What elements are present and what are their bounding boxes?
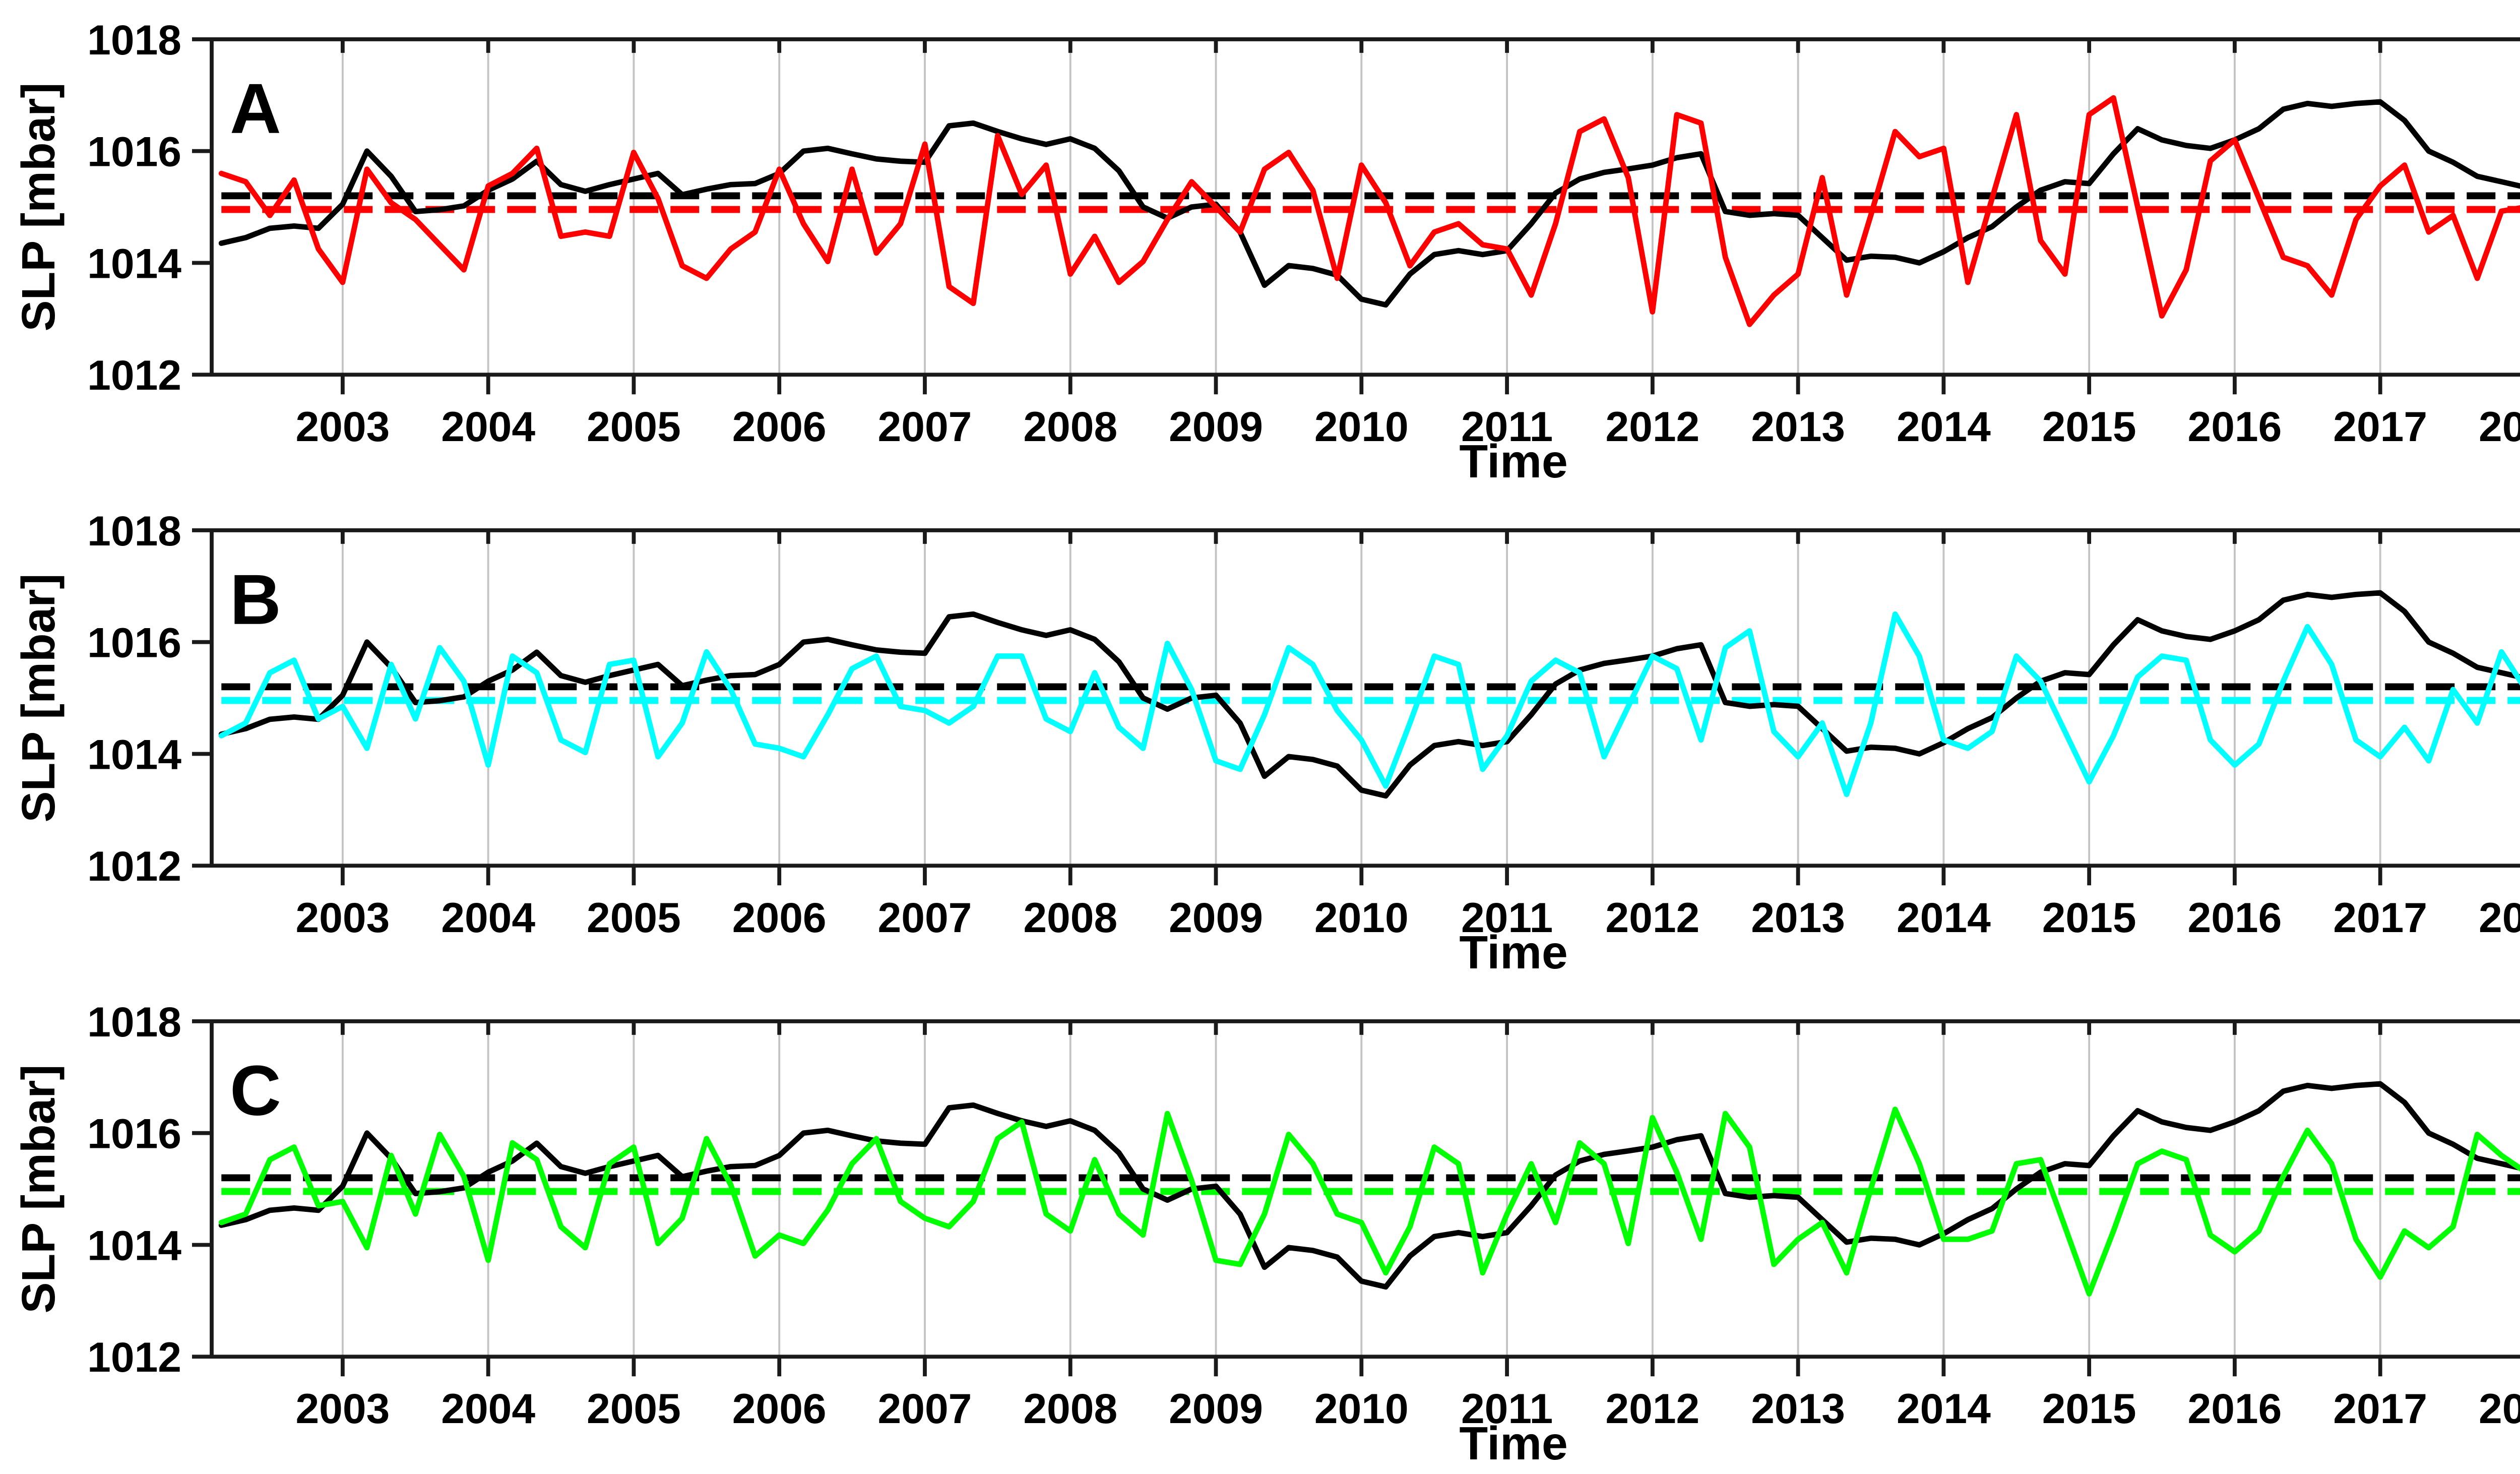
left-axis-label: SLP [mbar] xyxy=(12,83,65,332)
slp-curve xyxy=(218,1081,2520,1290)
panel-c: 2003 2004 2005 2006 2007 2008 2009 2010 2011 2012… xyxy=(0,982,2520,1473)
x-tick-label: 2015 xyxy=(2042,894,2136,941)
y-tick-label: 1018 xyxy=(87,998,181,1046)
x-tick-label: 2013 xyxy=(1751,403,1845,450)
y-tick-label: 1014 xyxy=(87,239,181,287)
x-tick-label: 2017 xyxy=(2333,894,2427,941)
x-tick-label: 2008 xyxy=(1023,1385,1117,1432)
nao-curve xyxy=(218,95,2520,327)
x-axis-label: Time xyxy=(1459,435,1567,487)
x-tick-label: 2014 xyxy=(1897,403,1991,450)
x-tick-label: 2013 xyxy=(1751,1385,1845,1432)
y-tick-label: 1018 xyxy=(87,16,181,64)
x-tick-label: 2015 xyxy=(2042,1385,2136,1432)
moi1-curve xyxy=(218,611,2520,797)
x-tick-label: 2004 xyxy=(441,894,535,941)
panel-a-chart: 2003 2004 2005 2006 2007 2008 2009 2010 2011 2012… xyxy=(12,16,2520,487)
x-tick-label: 2016 xyxy=(2188,1385,2282,1432)
x-tick-label: 2017 xyxy=(2333,403,2427,450)
x-tick-label: 2012 xyxy=(1605,403,1699,450)
x-tick-label: 2003 xyxy=(295,894,390,941)
x-tick-label: 2010 xyxy=(1314,1385,1409,1432)
panel-letter: A xyxy=(230,69,281,148)
x-tick-label: 2009 xyxy=(1169,894,1263,941)
x-tick-label: 2011 xyxy=(1461,1385,1553,1432)
x-tick-label: 2005 xyxy=(587,894,681,941)
x-tick-label: 2006 xyxy=(732,894,827,941)
x-tick-label: 2005 xyxy=(587,403,681,450)
panel-c-chart: 2003 2004 2005 2006 2007 2008 2009 2010 2011 2012… xyxy=(12,998,2520,1469)
y-tick-label: 1018 xyxy=(87,507,181,555)
x-tick-label: 2005 xyxy=(587,1385,681,1432)
x-tick-label: 2010 xyxy=(1314,403,1409,450)
slp-curve xyxy=(218,590,2520,799)
panel-letter: B xyxy=(230,560,281,639)
x-tick-label: 2006 xyxy=(732,403,827,450)
x-axis-label: Time xyxy=(1459,1417,1567,1469)
x-axis-label: Time xyxy=(1459,926,1567,978)
x-tick-label: 2010 xyxy=(1314,894,1409,941)
x-tick-label: 2008 xyxy=(1023,403,1117,450)
x-tick-label: 2008 xyxy=(1023,894,1117,941)
x-tick-label: 2006 xyxy=(732,1385,827,1432)
x-tick-label: 2007 xyxy=(878,403,972,450)
x-tick-label: 2009 xyxy=(1169,403,1263,450)
left-axis-label: SLP [mbar] xyxy=(12,1065,65,1314)
y-tick-label: 1016 xyxy=(87,619,181,666)
moi2-curve xyxy=(218,1107,2520,1297)
y-tick-label: 1012 xyxy=(87,351,181,399)
x-tick-label: 2004 xyxy=(441,1385,535,1432)
panel-letter: C xyxy=(230,1051,281,1130)
panel-b: 2003 2004 2005 2006 2007 2008 2009 2010 2011 2012… xyxy=(0,491,2520,982)
x-tick-label: 2007 xyxy=(878,1385,972,1432)
x-tick-label: 2012 xyxy=(1605,1385,1699,1432)
y-tick-label: 1016 xyxy=(87,128,181,175)
panel-b-chart: 2003 2004 2005 2006 2007 2008 2009 2010 2011 2012… xyxy=(12,507,2520,978)
y-tick-label: 1014 xyxy=(87,1221,181,1269)
x-tick-label: 2013 xyxy=(1751,894,1845,941)
x-tick-label: 2016 xyxy=(2188,894,2282,941)
x-tick-label: 2016 xyxy=(2188,403,2282,450)
x-tick-label: 2003 xyxy=(295,403,390,450)
x-tick-label: 2014 xyxy=(1897,1385,1991,1432)
y-tick-label: 1014 xyxy=(87,730,181,778)
x-tick-label: 2014 xyxy=(1897,894,1991,941)
x-tick-label: 2018 xyxy=(2479,1385,2520,1432)
x-tick-label: 2018 xyxy=(2479,894,2520,941)
x-tick-label: 2003 xyxy=(295,1385,390,1432)
y-tick-label: 1012 xyxy=(87,842,181,890)
panel-a: 2003 2004 2005 2006 2007 2008 2009 2010 2011 2012… xyxy=(0,0,2520,491)
x-tick-label: 2017 xyxy=(2333,1385,2427,1432)
x-tick-label: 2009 xyxy=(1169,1385,1263,1432)
left-axis-label: SLP [mbar] xyxy=(12,574,65,823)
slp-curve xyxy=(218,99,2520,308)
x-tick-label: 2007 xyxy=(878,894,972,941)
y-tick-label: 1016 xyxy=(87,1110,181,1157)
x-tick-label: 2004 xyxy=(441,403,535,450)
x-tick-label: 2012 xyxy=(1605,894,1699,941)
y-tick-label: 1012 xyxy=(87,1333,181,1381)
x-tick-label: 2011 xyxy=(1461,403,1553,450)
x-tick-label: 2011 xyxy=(1461,894,1553,941)
x-tick-label: 2015 xyxy=(2042,403,2136,450)
x-tick-label: 2018 xyxy=(2479,403,2520,450)
